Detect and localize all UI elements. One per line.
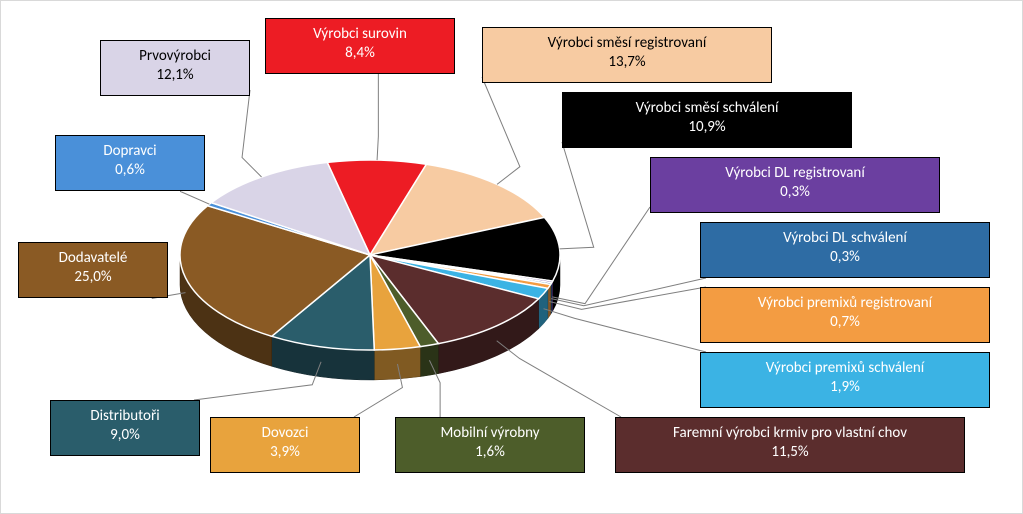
label-vyrobci_smesi_reg: Výrobci směsí registrovaní13,7% bbox=[482, 27, 772, 83]
label-dodavatele: Dodavatelé25,0% bbox=[18, 242, 168, 298]
label-value: 9,0% bbox=[59, 426, 191, 445]
label-title: Výrobci směsí schválení bbox=[571, 99, 843, 118]
label-vyrobci_premix_reg: Výrobci premixů registrovaní0,7% bbox=[700, 287, 990, 343]
label-title: Výrobci premixů schválení bbox=[709, 359, 981, 378]
label-title: Výrobci DL registrovaní bbox=[659, 164, 931, 183]
label-vyrobci_smesi_schv: Výrobci směsí schválení10,9% bbox=[562, 92, 852, 148]
label-value: 0,3% bbox=[709, 248, 981, 267]
label-title: Prvovýrobci bbox=[109, 47, 241, 66]
label-value: 12,1% bbox=[109, 66, 241, 85]
label-faremni_vyrobci: Faremní výrobci krmiv pro vlastní chov11… bbox=[615, 417, 965, 473]
label-value: 3,9% bbox=[219, 443, 351, 462]
label-value: 8,4% bbox=[274, 44, 446, 63]
label-title: Dodavatelé bbox=[27, 249, 159, 268]
label-value: 25,0% bbox=[27, 268, 159, 287]
label-vyrobci_surovin: Výrobci surovin8,4% bbox=[265, 18, 455, 74]
label-title: Výrobci směsí registrovaní bbox=[491, 34, 763, 53]
label-value: 0,7% bbox=[709, 313, 981, 332]
label-dovozci: Dovozci3,9% bbox=[210, 417, 360, 473]
label-title: Dopravci bbox=[64, 142, 196, 161]
label-vyrobci_dl_reg: Výrobci DL registrovaní0,3% bbox=[650, 157, 940, 213]
label-title: Distributoři bbox=[59, 407, 191, 426]
label-prvovyrobci: Prvovýrobci12,1% bbox=[100, 40, 250, 96]
label-value: 1,9% bbox=[709, 378, 981, 397]
label-value: 11,5% bbox=[624, 443, 956, 462]
label-dopravci: Dopravci0,6% bbox=[55, 135, 205, 191]
label-title: Dovozci bbox=[219, 424, 351, 443]
label-title: Faremní výrobci krmiv pro vlastní chov bbox=[624, 424, 956, 443]
label-value: 0,3% bbox=[659, 183, 931, 202]
label-value: 1,6% bbox=[404, 443, 576, 462]
pie-chart-3d: Výrobci surovin8,4% Výrobci směsí registr… bbox=[0, 0, 1023, 514]
label-value: 10,9% bbox=[571, 118, 843, 137]
label-title: Výrobci premixů registrovaní bbox=[709, 294, 981, 313]
label-vyrobci_premix_schv: Výrobci premixů schválení1,9% bbox=[700, 352, 990, 408]
label-title: Výrobci surovin bbox=[274, 25, 446, 44]
label-value: 0,6% bbox=[64, 161, 196, 180]
label-vyrobci_dl_schv: Výrobci DL schválení0,3% bbox=[700, 222, 990, 278]
label-title: Výrobci DL schválení bbox=[709, 229, 981, 248]
label-title: Mobilní výrobny bbox=[404, 424, 576, 443]
label-value: 13,7% bbox=[491, 53, 763, 72]
label-mobilni_vyrobny: Mobilní výrobny1,6% bbox=[395, 417, 585, 473]
label-distributori: Distributoři9,0% bbox=[50, 400, 200, 456]
